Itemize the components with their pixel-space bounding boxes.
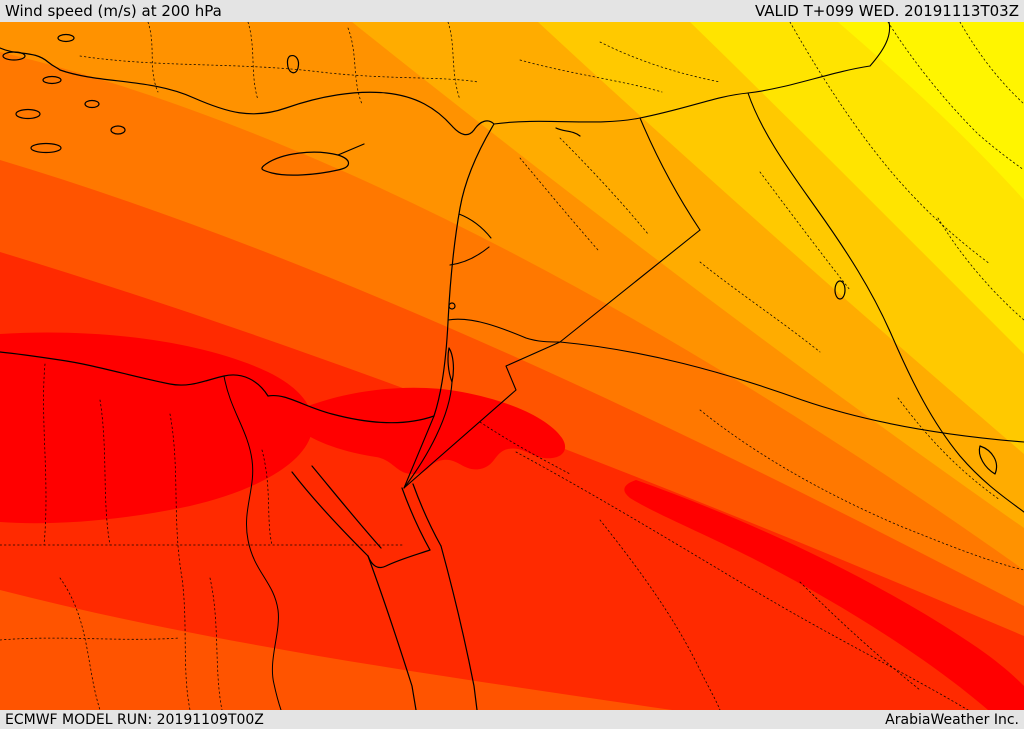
admin-line: [887, 22, 1024, 171]
admin-line: [519, 59, 663, 93]
admin-line: [79, 55, 479, 83]
nile-river: [223, 375, 282, 710]
admin-line: [599, 519, 721, 710]
brand-label: ArabiaWeather Inc.: [885, 711, 1019, 728]
cyprus-panhandle: [337, 143, 365, 156]
island-outline: [84, 99, 100, 109]
border-path: [639, 117, 701, 231]
admin-line: [479, 421, 571, 475]
admin-line: [147, 22, 159, 93]
admin-line: [897, 397, 1001, 501]
wind-band-red: [0, 252, 1024, 710]
island-outline: [30, 142, 62, 154]
border-path: [449, 246, 490, 266]
wind-band-orange-red-south: [0, 590, 672, 710]
wind-core-west-bright-red: [0, 332, 314, 524]
sinai-south-coast: [367, 549, 431, 569]
admin-line: [99, 399, 111, 546]
wind-core-southeast-bright-red: [624, 480, 1024, 710]
gulf-of-aqaba-coast: [412, 483, 442, 547]
coastline-path: [0, 69, 495, 424]
admin-line: [789, 22, 991, 265]
country-borders: [403, 22, 1024, 513]
red-sea-coast: [367, 555, 417, 710]
gulf-outline: [978, 445, 998, 475]
border-path: [747, 92, 1024, 513]
admin-line: [43, 363, 47, 546]
wind-contour-map: [0, 22, 1024, 710]
map-title: Wind speed (m/s) at 200 hPa: [5, 2, 222, 20]
admin-line: [799, 581, 921, 691]
admin-line: [59, 577, 101, 710]
valid-time-label: VALID T+099 WED. 20191113T03Z: [754, 2, 1019, 20]
border-path: [403, 381, 453, 489]
header-bar: Wind speed (m/s) at 200 hPa VALID T+099 …: [0, 0, 1024, 22]
gulf-of-aqaba-coast: [401, 487, 431, 551]
admin-line: [559, 137, 649, 235]
cyprus-coastline: [261, 151, 350, 176]
border-path: [869, 22, 891, 67]
lake-outline: [555, 127, 581, 137]
admin-line: [937, 217, 1024, 321]
map-canvas: [0, 22, 1024, 710]
admin-line: [0, 637, 181, 641]
gulf-of-suez-coast: [291, 471, 369, 557]
admin-line: [347, 27, 363, 105]
admin-line: [699, 261, 821, 353]
footer-bar: ECMWF MODEL RUN: 20191109T00Z ArabiaWeat…: [0, 710, 1024, 729]
coastlines: [0, 33, 998, 710]
admin-line: [519, 157, 599, 251]
admin-line: [699, 409, 1024, 571]
admin-line: [447, 22, 461, 101]
admin-line: [759, 171, 851, 291]
border-path: [559, 341, 1024, 443]
lake-outline: [286, 55, 300, 74]
border-path: [559, 229, 701, 343]
gulf-of-suez-coast: [311, 465, 382, 549]
border-path: [403, 415, 435, 489]
admin-line: [599, 41, 721, 83]
border-path: [447, 318, 561, 343]
lake-outline: [834, 280, 846, 300]
island-outline: [15, 108, 41, 120]
island-outline: [57, 33, 75, 43]
admin-boundaries: [0, 22, 1024, 710]
border-path: [458, 213, 492, 239]
wind-core-mid-bright-red: [298, 387, 566, 474]
model-run-label: ECMWF MODEL RUN: 20191109T00Z: [5, 711, 264, 728]
border-path: [403, 341, 561, 489]
border-path: [747, 65, 871, 94]
lake-outline: [448, 302, 456, 310]
island-outline: [2, 51, 26, 61]
admin-line: [959, 22, 1024, 105]
island-outline: [110, 125, 126, 135]
admin-line: [209, 577, 223, 710]
admin-line: [261, 449, 273, 546]
admin-line: [247, 22, 259, 101]
island-outline: [42, 75, 62, 85]
admin-line: [515, 451, 969, 710]
admin-line: [169, 413, 191, 710]
red-sea-coast: [440, 545, 478, 710]
